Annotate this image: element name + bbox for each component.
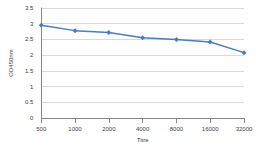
svg-text:2000: 2000 xyxy=(102,126,116,132)
svg-text:OD450nm: OD450nm xyxy=(8,49,14,76)
svg-text:1.5: 1.5 xyxy=(25,68,34,74)
svg-text:1: 1 xyxy=(30,84,34,90)
svg-text:500: 500 xyxy=(36,126,47,132)
svg-text:4000: 4000 xyxy=(136,126,150,132)
svg-text:16000: 16000 xyxy=(202,126,219,132)
svg-text:3.5: 3.5 xyxy=(25,5,34,11)
svg-text:3: 3 xyxy=(30,21,34,27)
svg-text:2: 2 xyxy=(30,52,34,58)
svg-text:0.5: 0.5 xyxy=(25,99,34,105)
svg-text:2.5: 2.5 xyxy=(25,36,34,42)
svg-text:8000: 8000 xyxy=(170,126,184,132)
svg-text:32000: 32000 xyxy=(236,126,253,132)
svg-text:1000: 1000 xyxy=(68,126,82,132)
svg-text:0: 0 xyxy=(30,115,34,121)
svg-text:Titre: Titre xyxy=(137,137,149,143)
